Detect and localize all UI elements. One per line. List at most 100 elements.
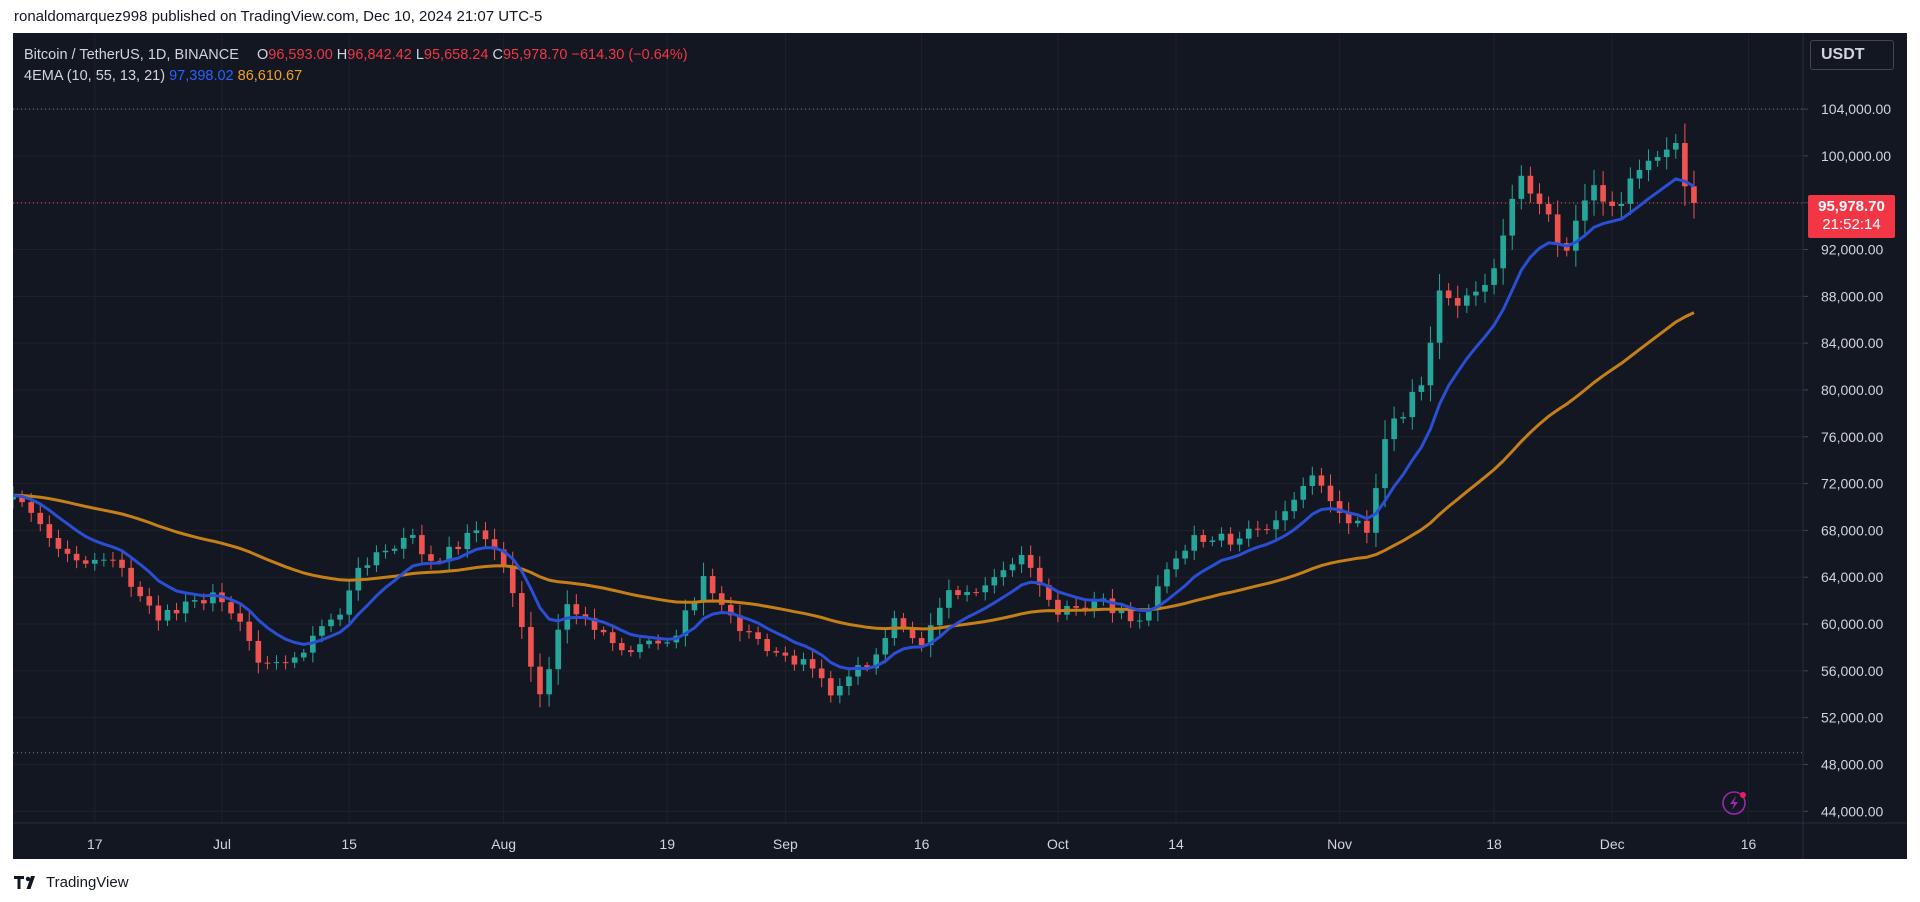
candle-body <box>628 650 634 653</box>
candle-body <box>528 627 534 667</box>
candle-body <box>1327 485 1334 502</box>
indicator-name[interactable]: 4EMA (10, 55, 13, 21) <box>24 68 166 84</box>
close-label: C <box>492 47 503 63</box>
candle-body <box>191 600 198 602</box>
candle-body <box>709 576 716 594</box>
candle-body <box>46 524 53 539</box>
candle-body <box>864 665 870 669</box>
candle-body <box>1545 203 1552 215</box>
candle-body <box>982 585 989 593</box>
candle-body <box>1091 600 1098 609</box>
y-tick-label: 44,000.00 <box>1821 803 1883 819</box>
candle-body <box>1445 290 1452 299</box>
candle-body <box>228 602 234 614</box>
candle-body <box>137 586 144 597</box>
candle-body <box>1418 385 1425 392</box>
candle-body <box>73 553 80 561</box>
candle-body <box>164 609 171 621</box>
chart-panel[interactable] <box>13 33 1907 859</box>
candle-body <box>128 567 134 587</box>
candle-body <box>1536 193 1543 204</box>
candle-body <box>37 512 44 525</box>
candle-body <box>1182 550 1188 559</box>
candle-body <box>1046 585 1052 600</box>
candle-body <box>1345 512 1352 524</box>
candle-body <box>1009 564 1016 571</box>
candle-body <box>13 495 16 500</box>
candle-body <box>146 596 153 606</box>
candle-body <box>664 642 671 644</box>
candle-body <box>264 662 271 664</box>
candle-body <box>1200 535 1207 542</box>
candle-body <box>1600 185 1606 202</box>
y-tick-label: 84,000.00 <box>1821 335 1883 351</box>
ema-slow-value: 86,610.67 <box>237 68 303 84</box>
x-tick-label: Jul <box>213 836 231 852</box>
y-tick-label: 56,000.00 <box>1821 663 1883 679</box>
candle-body <box>791 655 798 665</box>
x-tick-label: 15 <box>341 836 357 852</box>
axes: 44,000.00 48,000.00 52,000.00 56,000.00 60,0… <box>13 33 1907 859</box>
candle-body <box>818 668 825 679</box>
candle-body <box>718 593 725 605</box>
candle-body <box>955 590 961 596</box>
candle-body <box>1463 295 1470 306</box>
candle-body <box>1354 520 1361 524</box>
open-value: 96,593.00 <box>268 47 333 63</box>
candle-body <box>428 554 434 561</box>
change-value: −614.30 (−0.64%) <box>571 47 688 63</box>
candle-body <box>1145 610 1152 621</box>
brand-name: TradingView <box>46 874 129 891</box>
candle-body <box>1400 417 1407 419</box>
candle-body <box>182 601 189 614</box>
last-price: 95,978.70 <box>1818 198 1885 215</box>
candle-body <box>1309 475 1316 486</box>
candle-body <box>700 576 707 603</box>
candle-body <box>1018 554 1025 565</box>
candle-body <box>319 626 325 636</box>
candle-body <box>1191 535 1198 551</box>
candle-body <box>255 640 262 663</box>
y-tick-label: 80,000.00 <box>1821 382 1883 398</box>
candle-body <box>409 535 416 538</box>
x-tick-label: Oct <box>1047 836 1069 852</box>
y-tick-label: 104,000.00 <box>1821 101 1891 117</box>
candle-body <box>946 590 952 608</box>
candle-body <box>419 535 425 555</box>
candle-body <box>119 559 125 568</box>
candle-body <box>1582 200 1588 221</box>
symbol-legend-row: Bitcoin / TetherUS, 1D, BINANCE O96,593.… <box>24 45 688 66</box>
candle-body <box>773 651 780 653</box>
candle-body <box>1291 499 1297 512</box>
candle-body <box>1473 291 1479 296</box>
candle-body <box>1055 599 1061 615</box>
candle-body <box>1000 570 1007 578</box>
candle-body <box>1454 298 1461 306</box>
candlestick-chart[interactable]: 44,000.00 48,000.00 52,000.00 56,000.00 60,0… <box>13 33 1907 859</box>
candle-body <box>482 530 489 540</box>
symbol-title[interactable]: Bitcoin / TetherUS, 1D, BINANCE <box>24 47 239 63</box>
candle-body <box>827 678 834 696</box>
candle-body <box>519 593 525 628</box>
candle-body <box>746 631 752 633</box>
candle-body <box>155 605 162 621</box>
ema-lines <box>13 177 1695 671</box>
x-tick-label: 18 <box>1486 836 1502 852</box>
candle-body <box>1427 342 1434 386</box>
candle-body <box>809 659 816 669</box>
low-value: 95,658.24 <box>423 47 489 63</box>
candle-body <box>1300 485 1307 500</box>
candle-body <box>1591 185 1597 201</box>
y-tick-label: 76,000.00 <box>1821 429 1883 445</box>
candle-body <box>1573 220 1579 251</box>
candle-body <box>573 604 580 615</box>
candle-body <box>1663 149 1670 158</box>
candle-body <box>391 548 398 551</box>
candle-body <box>291 657 298 663</box>
candle-body <box>1209 540 1216 542</box>
candle-body <box>691 602 698 611</box>
currency-button[interactable]: USDT <box>1810 40 1894 70</box>
candle-body <box>200 600 207 604</box>
x-tick-label: 16 <box>914 836 930 852</box>
lightning-icon[interactable] <box>1722 791 1746 815</box>
